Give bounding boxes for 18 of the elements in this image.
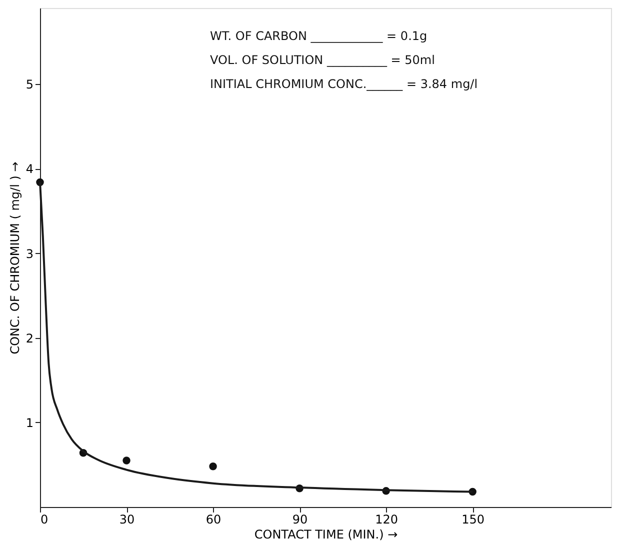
annotation: INITIAL CHROMIUM CONC.______ = 3.84 mg/l [210,77,478,91]
y-tick-label: 4 [26,162,34,176]
x-tick-label: 120 [375,512,398,526]
x-tick-label: 90 [292,512,308,526]
y-tick-label: 5 [26,78,34,92]
x-tick-label: 0 [40,512,48,526]
point [122,456,130,464]
x-tick-label: 30 [119,512,135,526]
y-tick-label: 3 [26,246,34,261]
y-tick-label: 2 [26,331,34,346]
y-axis-title: CONC. OF CHROMIUM ( mg/l ) → [8,162,22,354]
y-tick-label: 1 [26,416,34,430]
x-tick-label: 60 [206,512,222,526]
x-axis-title: CONTACT TIME (MIN.) → [254,528,398,542]
point [209,462,217,470]
annotation: VOL. OF SOLUTION __________ = 50ml [210,53,435,67]
annotation: WT. OF CARBON ____________ = 0.1g [210,29,428,43]
x-tick-label: 150 [462,512,485,526]
